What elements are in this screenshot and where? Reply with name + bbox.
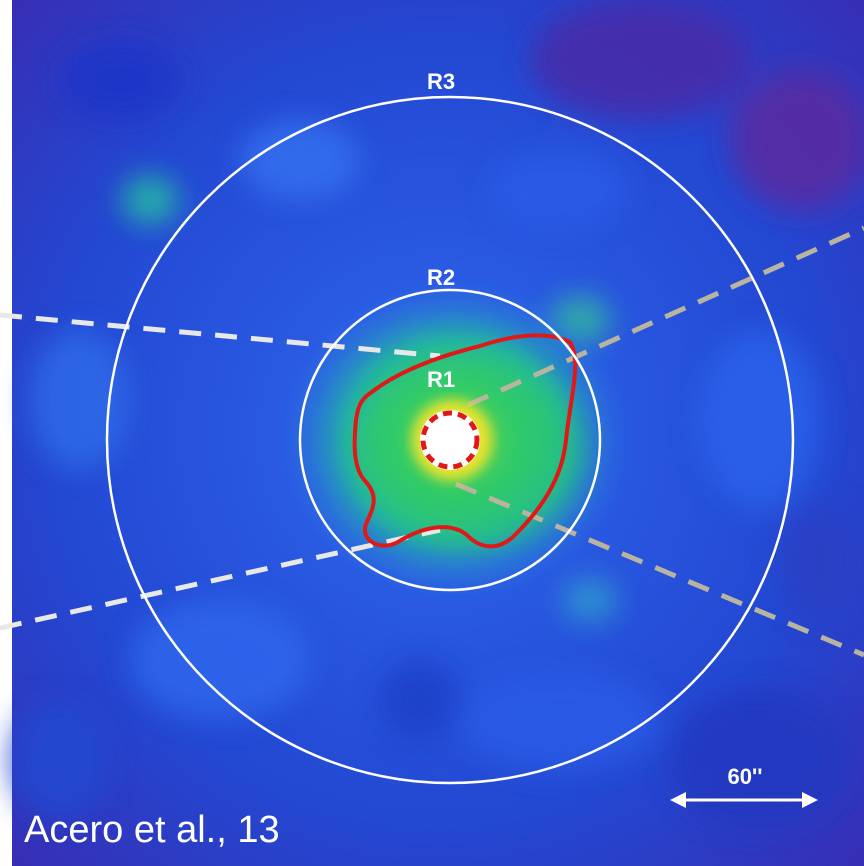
region-circle-r2 xyxy=(298,288,602,592)
scale-bar-arrow-right xyxy=(802,792,818,808)
region-label-r2: R2 xyxy=(427,265,455,290)
credit-text: Acero et al., 13 xyxy=(24,809,280,851)
sector-lines xyxy=(0,225,864,658)
core xyxy=(420,410,480,470)
left-border xyxy=(0,0,12,866)
region-circle-r3 xyxy=(105,95,795,785)
scale-bar-arrow-left xyxy=(670,792,686,808)
scale-bar-label: 60'' xyxy=(728,764,763,789)
sector-line-lower-right xyxy=(455,481,864,658)
region-label-r3: R3 xyxy=(427,69,455,94)
sector-line-upper-left xyxy=(0,312,441,359)
sector-line-upper-right xyxy=(466,225,864,408)
red-contour xyxy=(352,333,578,549)
sector-line-lower-left xyxy=(0,527,441,631)
scale-bar: 60'' xyxy=(670,764,818,808)
core-ring xyxy=(420,410,480,470)
region-label-r1: R1 xyxy=(427,367,455,392)
